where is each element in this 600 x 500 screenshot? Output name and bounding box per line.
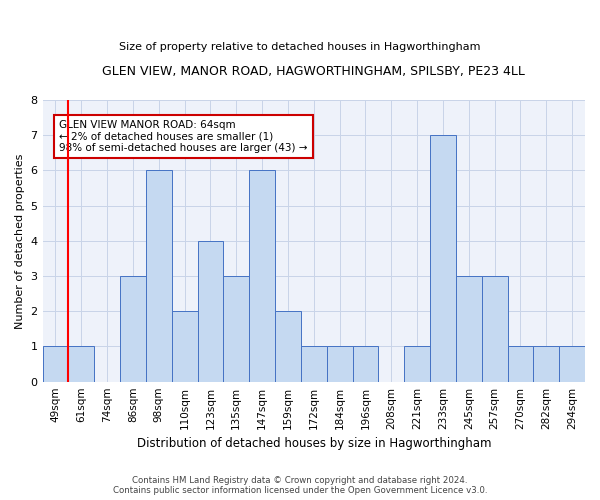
Bar [430,135,456,382]
Bar [120,276,146,382]
Bar [508,346,533,382]
Bar [482,276,508,382]
Bar [43,346,68,382]
X-axis label: Distribution of detached houses by size in Hagworthingham: Distribution of detached houses by size … [137,437,491,450]
Bar [301,346,326,382]
Bar [223,276,249,382]
Bar [353,346,379,382]
Text: GLEN VIEW MANOR ROAD: 64sqm
← 2% of detached houses are smaller (1)
98% of semi-: GLEN VIEW MANOR ROAD: 64sqm ← 2% of deta… [59,120,307,153]
Title: GLEN VIEW, MANOR ROAD, HAGWORTHINGHAM, SPILSBY, PE23 4LL: GLEN VIEW, MANOR ROAD, HAGWORTHINGHAM, S… [103,65,525,78]
Y-axis label: Number of detached properties: Number of detached properties [15,153,25,328]
Text: Contains HM Land Registry data © Crown copyright and database right 2024.
Contai: Contains HM Land Registry data © Crown c… [113,476,487,495]
Bar [275,312,301,382]
Bar [172,312,197,382]
Text: Size of property relative to detached houses in Hagworthingham: Size of property relative to detached ho… [119,42,481,52]
Bar [68,346,94,382]
Bar [533,346,559,382]
Bar [456,276,482,382]
Bar [404,346,430,382]
Bar [197,241,223,382]
Bar [326,346,353,382]
Bar [146,170,172,382]
Bar [559,346,585,382]
Bar [249,170,275,382]
